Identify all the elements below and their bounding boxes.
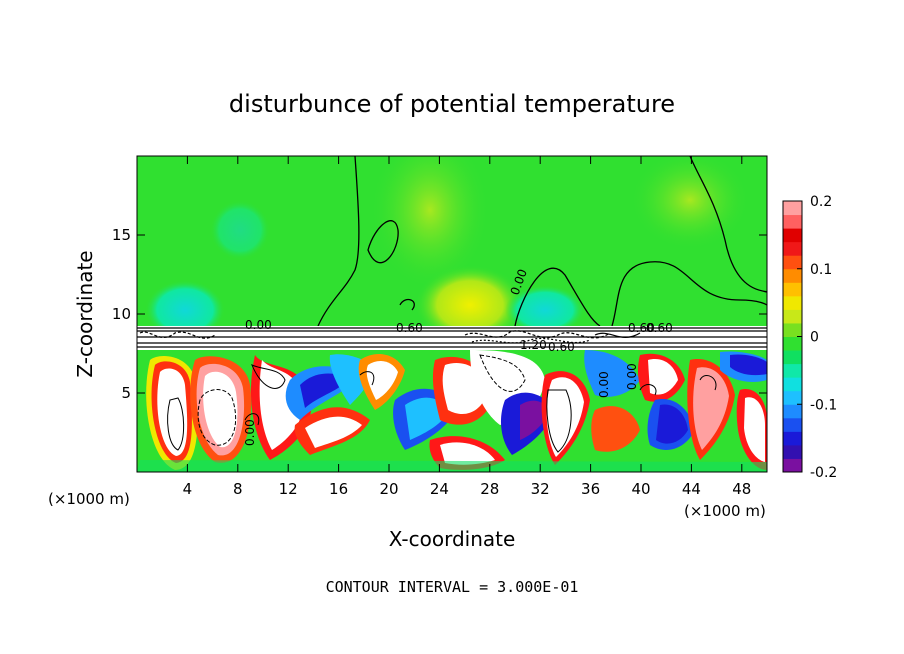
contour-lines-lower (167, 354, 717, 453)
contour-label: 0.00 (245, 318, 272, 332)
x-tick-label: 28 (480, 480, 499, 498)
x-tick-label: 44 (682, 480, 701, 498)
x-tick-label: 24 (430, 480, 449, 498)
x-axis: 4 8 12 16 20 24 28 32 36 40 44 48 (183, 156, 751, 498)
y-tick-label: 15 (112, 226, 131, 244)
contour-labels: 0.00 0.60 1.20 0.60 0.00 0.00 0.60 0.00 … (243, 267, 673, 446)
y-axis: 5 10 15 (112, 226, 767, 402)
colorbar-tick-label: 0.1 (810, 262, 832, 278)
x-tick-label: 20 (379, 480, 398, 498)
turbulent-structures (137, 350, 767, 472)
x-tick-label: 12 (279, 480, 298, 498)
colorbar-tick-label: -0.1 (810, 397, 837, 413)
colorbar-swatch (783, 417, 802, 432)
colorbar-swatch (783, 404, 802, 419)
y-tick-label: 5 (121, 384, 131, 402)
colorbar-tick-label: 0 (810, 330, 819, 346)
x-unit-right: (×1000 m) (684, 502, 766, 520)
colorbar-swatch (783, 363, 802, 378)
y-axis-label: Z-coordinate (73, 250, 97, 377)
colorbar-swatch (783, 350, 802, 365)
wave-breaking-band (137, 326, 767, 350)
x-tick-label: 36 (581, 480, 600, 498)
colorbar-swatch (783, 431, 802, 446)
contour-label: 0.60 (646, 321, 673, 335)
colorbar-swatch (783, 241, 802, 256)
warm-anomaly (370, 156, 490, 290)
x-tick-label: 40 (631, 480, 650, 498)
colorbar-swatch (783, 336, 802, 351)
x-tick-label: 48 (732, 480, 751, 498)
contour-label: 0.00 (625, 363, 639, 390)
colorbar-swatch (783, 214, 802, 229)
contour-lines-upper (317, 156, 767, 327)
colorbar: 0.2 0.1 0 -0.1 -0.2 (782, 194, 837, 481)
colorbar-tick-label: -0.2 (810, 465, 837, 481)
contour-label: 0.00 (597, 371, 611, 398)
contour-label: 1.20 (520, 338, 547, 352)
contour-interval-footer: CONTOUR INTERVAL = 3.000E-01 (326, 578, 579, 596)
colorbar-swatch (783, 309, 802, 324)
x-unit-left: (×1000 m) (48, 490, 130, 508)
y-tick-label: 10 (112, 305, 131, 323)
contour-label: 0.00 (243, 419, 257, 446)
chart-title: disturbunce of potential temperature (229, 90, 675, 118)
colorbar-swatch (783, 268, 802, 283)
colorbar-swatch (783, 390, 802, 405)
warm-anomaly (630, 156, 750, 250)
x-tick-label: 4 (183, 480, 193, 498)
colorbar-swatch (783, 282, 802, 297)
cool-anomaly (210, 200, 270, 260)
colorbar-swatch (783, 255, 802, 270)
colorbar-swatch (783, 444, 802, 459)
plot-area (137, 156, 767, 472)
x-axis-label: X-coordinate (389, 527, 516, 551)
colorbar-swatch (783, 458, 802, 473)
cool-anomaly (145, 280, 225, 340)
colorbar-swatch (783, 228, 802, 243)
x-tick-label: 16 (329, 480, 348, 498)
colorbar-swatch (783, 377, 802, 392)
contour-label: 0.60 (628, 321, 655, 335)
colorbar-swatch (783, 322, 802, 337)
colorbar-tick-label: 0.2 (810, 194, 832, 210)
contour-label: 0.60 (548, 340, 575, 354)
colorbar-swatch (783, 201, 802, 216)
colorbar-swatch (783, 295, 802, 310)
x-tick-label: 8 (233, 480, 243, 498)
band-contours (137, 327, 767, 348)
contour-label: 0.60 (396, 321, 423, 335)
x-tick-label: 32 (531, 480, 550, 498)
